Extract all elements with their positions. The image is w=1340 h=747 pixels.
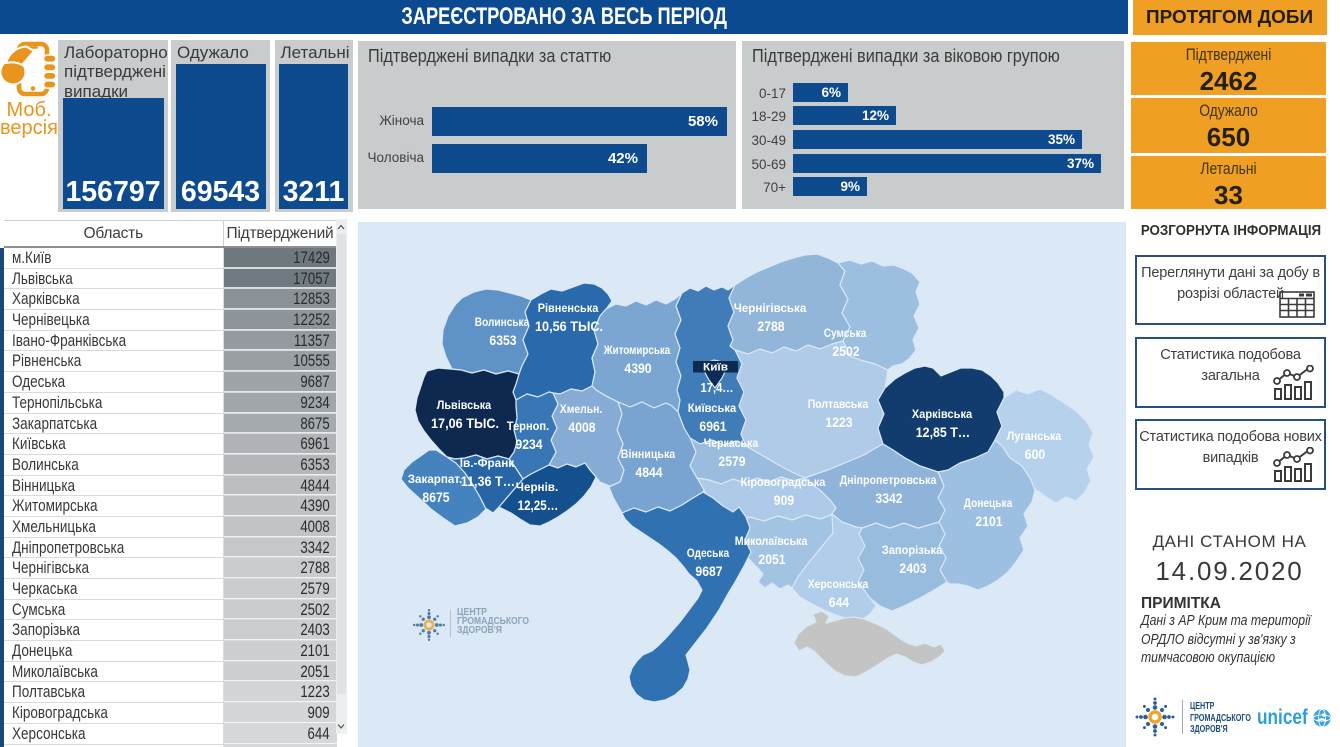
- svg-text:1223: 1223: [825, 415, 853, 430]
- svg-text:Луганська: Луганська: [1007, 429, 1062, 443]
- svg-text:Чернів.: Чернів.: [516, 480, 558, 494]
- svg-text:909: 909: [774, 493, 794, 508]
- svg-text:2101: 2101: [975, 514, 1003, 529]
- svg-text:Хмельн.: Хмельн.: [560, 402, 602, 416]
- svg-text:3342: 3342: [875, 491, 902, 506]
- svg-text:4844: 4844: [635, 465, 663, 480]
- svg-text:Вінницька: Вінницька: [621, 447, 676, 461]
- svg-text:Дніпропетровська: Дніпропетровська: [840, 473, 937, 487]
- svg-text:6353: 6353: [489, 333, 517, 348]
- svg-text:Терноп.: Терноп.: [507, 419, 549, 433]
- svg-text:11,36 Т…: 11,36 Т…: [461, 474, 515, 489]
- svg-text:Одеська: Одеська: [687, 546, 730, 560]
- svg-text:Сумська: Сумська: [824, 326, 867, 340]
- svg-text:6961: 6961: [699, 419, 727, 434]
- svg-text:ГРОМАДСЬКОГО: ГРОМАДСЬКОГО: [457, 616, 529, 627]
- svg-text:2403: 2403: [899, 561, 927, 576]
- svg-text:Чернігівська: Чернігівська: [734, 301, 807, 315]
- svg-text:10,56 ТЫС.: 10,56 ТЫС.: [535, 319, 603, 334]
- svg-text:4008: 4008: [568, 420, 596, 435]
- svg-text:Запорізька: Запорізька: [882, 543, 943, 557]
- svg-text:Полтавська: Полтавська: [808, 397, 869, 411]
- svg-text:ЗДОРОВ'Я: ЗДОРОВ'Я: [457, 625, 502, 636]
- svg-text:2788: 2788: [757, 319, 785, 334]
- svg-text:17,06 ТЫС.: 17,06 ТЫС.: [431, 416, 499, 431]
- svg-text:Київ: Київ: [703, 362, 728, 374]
- svg-text:9234: 9234: [515, 437, 543, 452]
- svg-text:Донецька: Донецька: [964, 496, 1013, 510]
- svg-text:Херсонська: Херсонська: [808, 577, 869, 591]
- svg-text:ЦЕНТР: ЦЕНТР: [457, 607, 487, 618]
- svg-text:Київська: Київська: [688, 401, 737, 415]
- svg-text:Рівненська: Рівненська: [538, 301, 599, 315]
- svg-text:12,85 Т…: 12,85 Т…: [916, 425, 970, 440]
- svg-text:2579: 2579: [718, 454, 745, 469]
- svg-text:Ів.-Франк: Ів.-Франк: [460, 456, 515, 470]
- svg-text:Черкаська: Черкаська: [704, 436, 759, 450]
- svg-text:Закарпат.: Закарпат.: [408, 472, 462, 486]
- svg-text:2502: 2502: [832, 344, 859, 359]
- svg-text:Львівська: Львівська: [437, 398, 492, 412]
- svg-text:9687: 9687: [695, 564, 722, 579]
- svg-text:17,4…: 17,4…: [701, 380, 734, 395]
- svg-text:2051: 2051: [758, 552, 786, 567]
- svg-text:644: 644: [829, 595, 850, 610]
- svg-text:Кіровоградська: Кіровоградська: [741, 475, 826, 489]
- svg-text:Волинська: Волинська: [475, 315, 530, 329]
- svg-text:Харківська: Харківська: [912, 407, 973, 421]
- svg-text:12,25…: 12,25…: [518, 498, 559, 513]
- svg-text:Житомирська: Житомирська: [603, 343, 670, 357]
- svg-text:4390: 4390: [624, 361, 651, 376]
- svg-text:8675: 8675: [422, 490, 450, 505]
- svg-text:Миколаївська: Миколаївська: [735, 534, 808, 548]
- svg-text:600: 600: [1025, 447, 1045, 462]
